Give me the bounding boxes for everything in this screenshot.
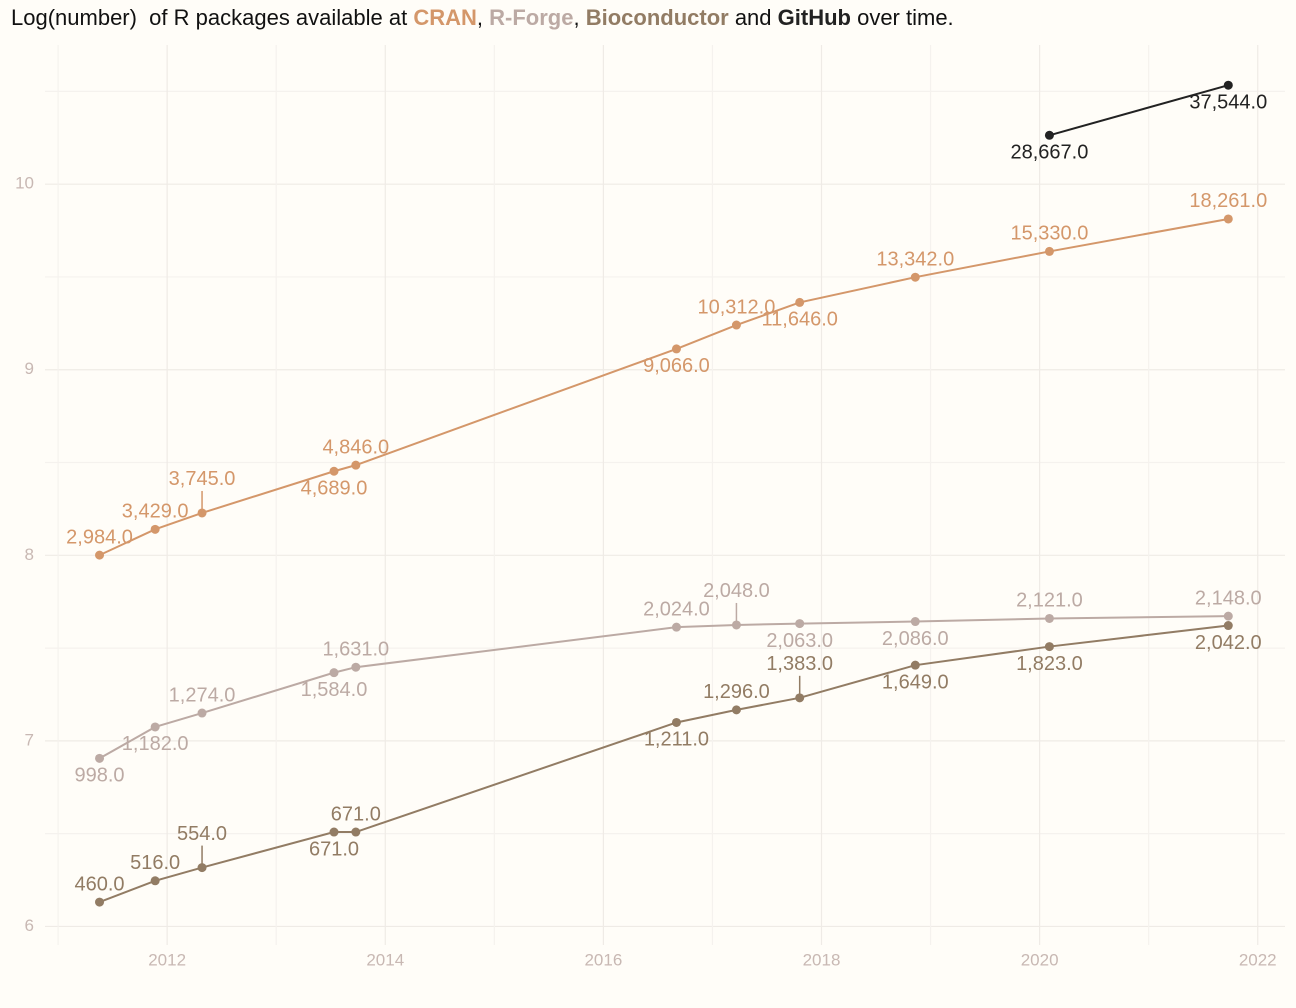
data-point: [671, 622, 681, 632]
data-point: [329, 466, 339, 476]
x-tick-label: 2022: [1239, 950, 1277, 969]
data-point: [329, 827, 339, 837]
data-label: 2,148.0: [1195, 587, 1262, 609]
series-line: [1049, 84, 1229, 137]
data-label: 2,086.0: [882, 628, 949, 650]
x-tick-label: 2012: [148, 950, 186, 969]
legend-entry: Bioconductor: [586, 5, 729, 30]
data-label: 1,631.0: [322, 638, 389, 660]
data-point: [197, 708, 207, 718]
data-label: 2,042.0: [1195, 632, 1262, 654]
data-label: 1,296.0: [703, 681, 770, 703]
legend-entry: R-Forge: [489, 5, 573, 30]
grid: [45, 45, 1285, 945]
data-point: [351, 662, 361, 672]
data-point: [1044, 130, 1054, 140]
data-point: [95, 550, 105, 560]
data-label: 1,649.0: [882, 671, 949, 693]
data-label: 15,330.0: [1011, 223, 1089, 245]
data-label: 10,312.0: [698, 296, 776, 318]
data-point: [351, 460, 361, 470]
data-label: 671.0: [309, 838, 359, 860]
data-point: [95, 897, 105, 907]
data-point: [731, 705, 741, 715]
title-text: Log(number) of R packages available at: [11, 5, 413, 30]
data-label: 3,745.0: [169, 468, 236, 490]
data-label: 1,823.0: [1016, 653, 1083, 675]
data-point: [1044, 642, 1054, 652]
data-label: 37,544.0: [1189, 91, 1267, 113]
data-label: 2,121.0: [1016, 590, 1083, 612]
data-label: 1,182.0: [122, 733, 189, 755]
data-point: [150, 524, 160, 534]
data-label: 3,429.0: [122, 501, 189, 523]
data-point: [1223, 621, 1233, 631]
data-point: [731, 320, 741, 330]
data-label: 2,048.0: [703, 580, 770, 602]
legend-entry: GitHub: [778, 5, 851, 30]
data-point: [671, 717, 681, 727]
data-label: 460.0: [74, 873, 124, 895]
data-label: 998.0: [74, 765, 124, 787]
data-label: 516.0: [130, 852, 180, 874]
title-text: ,: [573, 5, 585, 30]
x-tick-label: 2014: [366, 950, 404, 969]
legend-entry: CRAN: [413, 5, 477, 30]
title-text: over time.: [851, 5, 954, 30]
data-label: 13,342.0: [876, 248, 954, 270]
data-label: 2,984.0: [66, 526, 133, 548]
data-point: [150, 876, 160, 886]
y-tick-label: 7: [25, 730, 34, 749]
data-label: 2,024.0: [643, 598, 710, 620]
data-point: [351, 827, 361, 837]
data-label: 2,063.0: [766, 630, 833, 652]
data-point: [910, 272, 920, 282]
data-label: 1,211.0: [644, 729, 709, 751]
y-tick-label: 10: [15, 174, 34, 193]
title-text: and: [729, 5, 778, 30]
data-point: [1223, 214, 1233, 224]
data-point: [795, 619, 805, 629]
data-point: [329, 668, 339, 678]
data-label: 554.0: [177, 823, 227, 845]
data-point: [795, 297, 805, 307]
data-point: [1044, 613, 1054, 623]
chart-title: Log(number) of R packages available at C…: [11, 5, 954, 30]
data-point: [150, 722, 160, 732]
data-point: [671, 344, 681, 354]
y-tick-label: 9: [25, 359, 34, 378]
data-point: [1044, 246, 1054, 256]
data-label: 9,066.0: [643, 355, 710, 377]
x-tick-label: 2020: [1021, 950, 1059, 969]
data-label: 671.0: [331, 803, 381, 825]
data-label: 4,689.0: [301, 478, 368, 500]
data-label: 11,646.0: [762, 309, 838, 331]
data-point: [910, 660, 920, 670]
data-point: [95, 753, 105, 763]
data-label: 1,584.0: [301, 679, 368, 701]
data-point: [1223, 80, 1233, 90]
y-tick-label: 8: [25, 545, 34, 564]
x-tick-label: 2018: [803, 950, 841, 969]
data-label: 28,667.0: [1011, 142, 1089, 164]
data-label: 1,383.0: [766, 653, 833, 675]
title-text: ,: [477, 5, 489, 30]
data-point: [1223, 611, 1233, 621]
series-line: [99, 217, 1229, 557]
data-point: [910, 617, 920, 627]
y-tick-label: 6: [25, 916, 34, 935]
data-label: 18,261.0: [1189, 190, 1267, 212]
x-tick-label: 2016: [584, 950, 622, 969]
data-label: 4,846.0: [322, 436, 389, 458]
data-label: 1,274.0: [169, 684, 236, 706]
